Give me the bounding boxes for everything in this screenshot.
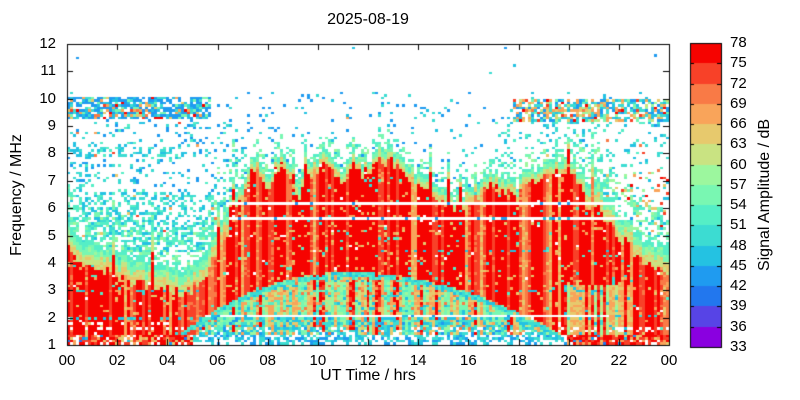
colorbar-tick-label: 72 [730,74,747,92]
colorbar-tick-label: 39 [730,297,747,315]
colorbar-tick-label: 33 [730,338,747,355]
colorbar-tick-label: 63 [730,135,747,153]
colorbar-tick-label: 69 [730,94,747,112]
colorbar-tick-label: 57 [730,175,747,193]
x-tick-label: 04 [158,352,176,369]
y-tick-label: 10 [39,89,56,107]
y-tick-label: 2 [47,308,56,326]
y-tick-label: 5 [47,226,56,244]
x-tick-label: 22 [610,352,628,369]
y-tick-label: 4 [47,253,56,271]
colorbar-tick-label: 75 [730,54,747,72]
x-tick-label: 12 [359,352,377,369]
y-tick-label: 8 [47,144,56,162]
chart-title: 2025-08-19 [327,11,409,28]
colorbar-tick-label: 54 [730,196,747,214]
x-tick-label: 18 [510,352,527,369]
x-tick-label: 02 [108,352,126,369]
x-tick-label: 08 [259,352,276,369]
x-tick-label: 20 [560,352,577,369]
colorbar-tick-label: 42 [730,277,747,295]
y-tick-label: 11 [40,62,56,80]
colorbar-tick-label: 48 [730,236,747,254]
colorbar-tick-label: 51 [730,216,747,234]
x-tick-label: 06 [209,352,226,369]
x-tick-label: 00 [660,352,678,369]
colorbar-tick-label: 78 [730,34,747,51]
y-tick-label: 6 [47,199,56,217]
y-tick-label: 12 [39,35,56,52]
colorbar-tick-label: 60 [730,155,747,173]
x-tick-label: 16 [459,352,477,369]
colorbar-tick-label: 66 [730,115,747,133]
y-tick-label: 3 [47,281,56,299]
x-axis-label: UT Time / hrs [320,367,416,384]
y-tick-label: 9 [47,117,56,135]
y-tick-label: 7 [47,171,56,189]
y-tick-label: 1 [47,336,56,353]
x-tick-label: 10 [309,352,327,369]
colorbar-tick-label: 36 [730,317,747,335]
x-tick-label: 14 [409,352,427,369]
x-tick-label: 00 [58,352,76,369]
colorbar-tick-label: 45 [730,256,747,274]
